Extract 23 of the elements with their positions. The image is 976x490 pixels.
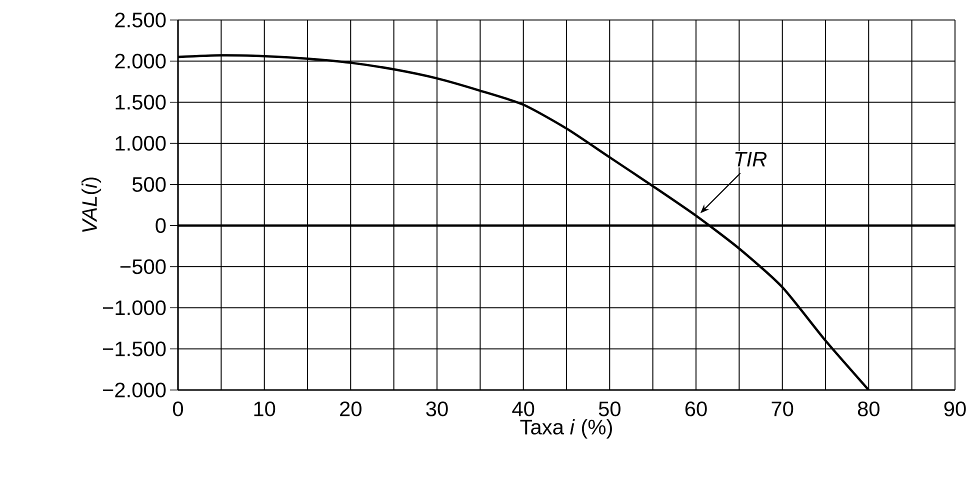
x-tick-label: 50 [598, 401, 620, 416]
y-tick-label: 1.000 [116, 136, 166, 151]
y-tick-label: 2.000 [115, 54, 166, 69]
y-tick-label: 1.500 [116, 94, 166, 110]
y-tick-label: 2.500 [115, 12, 166, 28]
y-axis-title: VAL(i) [82, 178, 102, 232]
x-tick-label: 80 [858, 401, 880, 416]
y-tick-label: 0 [156, 218, 166, 233]
y-tick-label: −1.000 [102, 300, 166, 316]
y-tick-label: −1.500 [102, 341, 166, 356]
x-tick-label: 0 [172, 401, 183, 416]
x-tick-label: 60 [685, 401, 707, 416]
y-tick-label: 500 [132, 177, 166, 192]
x-tick-label: 40 [512, 401, 534, 416]
x-tick-label: 70 [772, 401, 794, 416]
x-tick-label: 30 [426, 401, 448, 416]
x-axis-title: Taxa i (%) [520, 419, 612, 439]
x-tick-label: 90 [944, 401, 966, 416]
annotation: TIR [735, 152, 767, 166]
y-tick-label: −2.000 [102, 382, 166, 398]
x-tick-label: 10 [254, 401, 276, 416]
x-tick-label: 20 [340, 401, 362, 416]
y-tick-label: −500 [120, 259, 166, 274]
